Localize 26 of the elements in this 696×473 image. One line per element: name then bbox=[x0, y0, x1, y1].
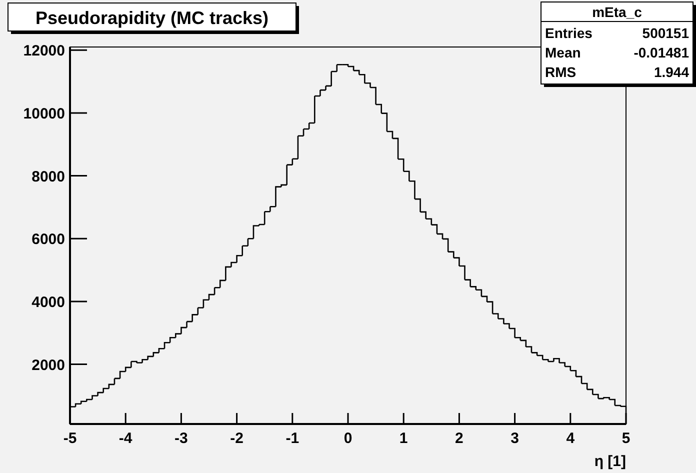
x-tick-label: -5 bbox=[63, 430, 77, 447]
text: mEta_c bbox=[592, 4, 642, 20]
x-tick-label: 3 bbox=[510, 430, 519, 447]
x-tick-label: -4 bbox=[118, 430, 133, 447]
x-tick-label: 2 bbox=[455, 430, 464, 447]
y-tick-label: 12000 bbox=[23, 42, 65, 60]
x-tick-label: -3 bbox=[174, 430, 188, 447]
chart-title: Pseudorapidity (MC tracks) bbox=[35, 8, 269, 28]
x-tick-label: 5 bbox=[622, 430, 630, 447]
x-tick-label: -2 bbox=[230, 430, 244, 447]
annotation: RMS bbox=[545, 64, 576, 80]
text: 1.944 bbox=[654, 64, 690, 80]
text: -0.01481 bbox=[634, 44, 690, 60]
text: 500151 bbox=[642, 25, 690, 41]
y-tick-label: 4000 bbox=[32, 294, 65, 311]
text: Entries bbox=[545, 25, 593, 41]
x-tick-label: -1 bbox=[286, 430, 300, 447]
y-tick-label: 10000 bbox=[23, 105, 65, 122]
y-tick-label: 8000 bbox=[32, 168, 65, 186]
x-tick-label: 1 bbox=[399, 430, 408, 447]
y-tick-label: 6000 bbox=[32, 231, 65, 248]
x-tick-label: 4 bbox=[566, 430, 576, 447]
x-axis-title: η [1] bbox=[594, 453, 626, 470]
annotation: Mean bbox=[545, 44, 581, 60]
y-tick-label: 2000 bbox=[32, 356, 65, 374]
x-tick-label: 0 bbox=[344, 430, 352, 447]
